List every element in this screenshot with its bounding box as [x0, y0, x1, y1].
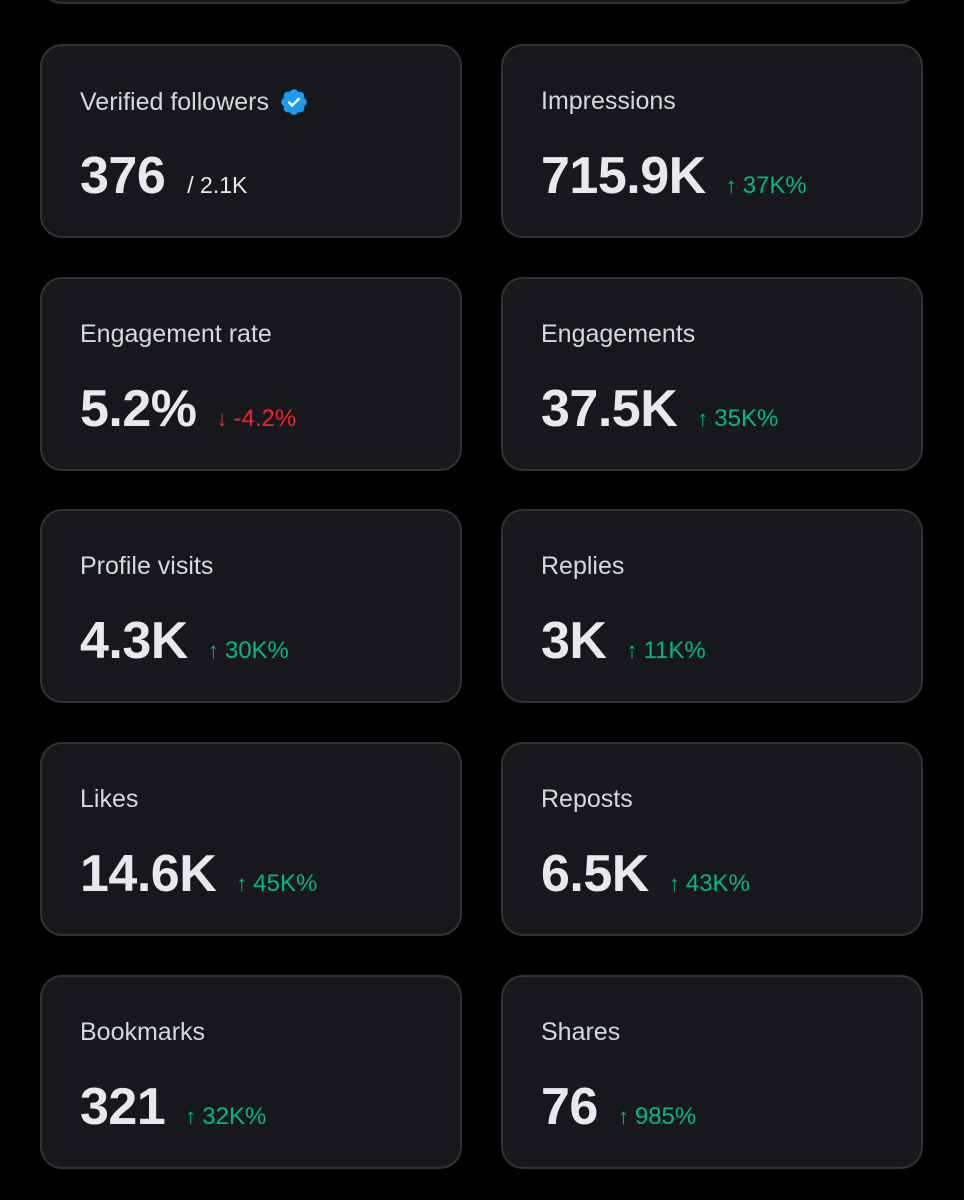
arrow-up-icon: ↑	[617, 1104, 629, 1129]
metric-value: 37.5K	[541, 380, 678, 438]
arrow-up-icon: ↑	[236, 871, 248, 896]
metric-value: 376	[80, 147, 166, 205]
metric-delta: ↑ 985%	[617, 1103, 697, 1130]
metric-value: 5.2%	[80, 380, 197, 438]
metric-delta: ↑ 30K%	[207, 637, 289, 664]
arrow-up-icon: ↑	[207, 638, 219, 663]
arrow-up-icon: ↑	[185, 1104, 197, 1129]
metric-card-likes[interactable]: Likes 14.6K ↑ 45K%	[40, 742, 462, 936]
metric-card-reposts[interactable]: Reposts 6.5K ↑ 43K%	[501, 742, 923, 936]
arrow-up-icon: ↑	[725, 173, 737, 198]
metric-total: / 2.1K	[187, 172, 248, 198]
metric-label: Engagement rate	[80, 320, 272, 348]
metric-label: Replies	[541, 552, 625, 580]
metric-label: Verified followers	[80, 87, 309, 117]
metric-delta: ↑ 32K%	[185, 1103, 267, 1130]
arrow-down-icon: ↓	[216, 406, 228, 431]
metric-label: Likes	[80, 785, 139, 813]
arrow-up-icon: ↑	[626, 638, 638, 663]
arrow-up-icon: ↑	[668, 871, 680, 896]
metric-label: Profile visits	[80, 552, 214, 580]
arrow-up-icon: ↑	[697, 406, 709, 431]
previous-card-edge	[40, 0, 920, 4]
metric-card-profile-visits[interactable]: Profile visits 4.3K ↑ 30K%	[40, 509, 462, 703]
metric-label: Shares	[541, 1018, 621, 1046]
metric-delta: ↑ 11K%	[626, 637, 706, 664]
metric-value: 4.3K	[80, 612, 188, 670]
metric-delta: ↑ 45K%	[236, 870, 318, 897]
metric-card-engagements[interactable]: Engagements 37.5K ↑ 35K%	[501, 277, 923, 471]
metric-delta: ↑ 43K%	[668, 870, 750, 897]
metric-value: 76	[541, 1078, 598, 1136]
metric-value: 3K	[541, 612, 607, 670]
metric-card-shares[interactable]: Shares 76 ↑ 985%	[501, 975, 923, 1169]
metric-value: 715.9K	[541, 147, 706, 205]
metric-delta: ↑ 37K%	[725, 172, 807, 199]
metric-label: Bookmarks	[80, 1018, 206, 1046]
metric-card-engagement-rate[interactable]: Engagement rate 5.2% ↓ -4.2%	[40, 277, 462, 471]
metric-value: 321	[80, 1078, 166, 1136]
metric-card-replies[interactable]: Replies 3K ↑ 11K%	[501, 509, 923, 703]
metric-card-impressions[interactable]: Impressions 715.9K ↑ 37K%	[501, 44, 923, 238]
metric-value: 14.6K	[80, 845, 217, 903]
verified-badge-icon	[281, 89, 307, 115]
metric-delta: ↓ -4.2%	[216, 405, 297, 432]
metric-label: Engagements	[541, 320, 696, 348]
metric-delta: ↑ 35K%	[697, 405, 779, 432]
metric-card-verified-followers[interactable]: Verified followers 376 / 2.1K	[40, 44, 462, 238]
metric-label: Impressions	[541, 87, 676, 115]
metric-label: Reposts	[541, 785, 633, 813]
metric-value: 6.5K	[541, 845, 649, 903]
metric-card-bookmarks[interactable]: Bookmarks 321 ↑ 32K%	[40, 975, 462, 1169]
